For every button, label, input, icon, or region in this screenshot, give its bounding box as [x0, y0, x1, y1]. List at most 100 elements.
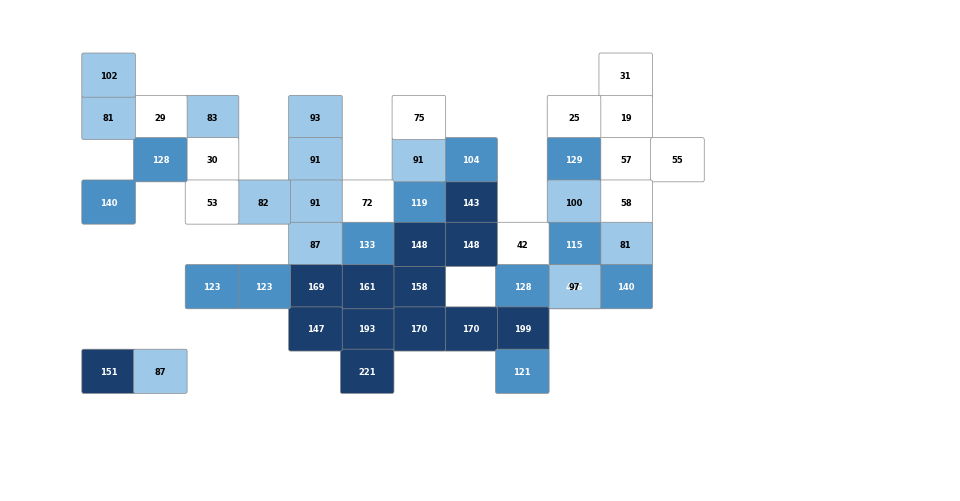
Text: 133: 133: [358, 240, 376, 249]
FancyBboxPatch shape: [185, 96, 239, 140]
Text: 104: 104: [462, 156, 479, 165]
FancyBboxPatch shape: [185, 180, 239, 224]
Text: 169: 169: [306, 283, 324, 292]
Text: 83: 83: [206, 114, 218, 123]
FancyBboxPatch shape: [599, 96, 653, 140]
FancyBboxPatch shape: [547, 180, 601, 224]
Text: 148: 148: [462, 240, 479, 249]
Text: 91: 91: [413, 156, 424, 165]
FancyBboxPatch shape: [133, 350, 187, 394]
Text: 91: 91: [310, 198, 322, 207]
Text: 75: 75: [413, 114, 424, 123]
Text: 72: 72: [361, 198, 373, 207]
FancyBboxPatch shape: [392, 265, 445, 309]
FancyBboxPatch shape: [82, 54, 135, 98]
FancyBboxPatch shape: [289, 96, 343, 140]
FancyBboxPatch shape: [547, 138, 601, 182]
FancyBboxPatch shape: [341, 307, 394, 351]
Text: 128: 128: [514, 283, 531, 292]
FancyBboxPatch shape: [495, 307, 549, 351]
Text: 97: 97: [568, 283, 580, 292]
FancyBboxPatch shape: [289, 265, 343, 309]
FancyBboxPatch shape: [341, 350, 394, 394]
FancyBboxPatch shape: [289, 180, 343, 224]
FancyBboxPatch shape: [547, 96, 601, 140]
FancyBboxPatch shape: [444, 138, 497, 182]
Text: 140: 140: [617, 283, 635, 292]
FancyBboxPatch shape: [133, 96, 187, 140]
Text: 123: 123: [255, 283, 273, 292]
Text: 221: 221: [358, 367, 376, 376]
FancyBboxPatch shape: [341, 223, 394, 267]
FancyBboxPatch shape: [133, 138, 187, 182]
Text: 123: 123: [204, 283, 221, 292]
Text: 151: 151: [100, 367, 117, 376]
Text: 19: 19: [620, 114, 632, 123]
Text: 91: 91: [310, 156, 322, 165]
Text: 81: 81: [103, 114, 114, 123]
Text: 416: 416: [565, 283, 583, 292]
FancyBboxPatch shape: [185, 265, 239, 309]
Text: 193: 193: [358, 325, 376, 334]
FancyBboxPatch shape: [599, 54, 653, 98]
Text: 129: 129: [565, 156, 583, 165]
FancyBboxPatch shape: [599, 265, 653, 309]
FancyBboxPatch shape: [651, 138, 705, 182]
Text: 128: 128: [152, 156, 169, 165]
FancyBboxPatch shape: [495, 223, 549, 267]
Text: 158: 158: [410, 283, 427, 292]
FancyBboxPatch shape: [392, 307, 445, 351]
Text: 119: 119: [410, 198, 427, 207]
FancyBboxPatch shape: [444, 307, 497, 351]
FancyBboxPatch shape: [82, 350, 135, 394]
FancyBboxPatch shape: [237, 180, 291, 224]
FancyBboxPatch shape: [599, 138, 653, 182]
Text: 170: 170: [462, 325, 479, 334]
FancyBboxPatch shape: [547, 265, 601, 309]
Text: 29: 29: [155, 114, 166, 123]
FancyBboxPatch shape: [237, 265, 291, 309]
FancyBboxPatch shape: [599, 223, 653, 267]
Text: 82: 82: [258, 198, 270, 207]
FancyBboxPatch shape: [392, 96, 445, 140]
Text: 140: 140: [100, 198, 117, 207]
Text: 55: 55: [672, 156, 684, 165]
FancyBboxPatch shape: [599, 180, 653, 224]
Text: 58: 58: [620, 198, 632, 207]
FancyBboxPatch shape: [392, 223, 445, 267]
FancyBboxPatch shape: [547, 265, 601, 309]
Text: 115: 115: [565, 240, 583, 249]
Text: 25: 25: [568, 114, 580, 123]
FancyBboxPatch shape: [341, 265, 394, 309]
FancyBboxPatch shape: [547, 223, 601, 267]
Text: 161: 161: [358, 283, 376, 292]
FancyBboxPatch shape: [392, 180, 445, 224]
FancyBboxPatch shape: [289, 307, 343, 351]
Text: 121: 121: [514, 367, 531, 376]
Text: 57: 57: [620, 156, 632, 165]
FancyBboxPatch shape: [82, 96, 135, 140]
FancyBboxPatch shape: [444, 223, 497, 267]
Text: 93: 93: [310, 114, 322, 123]
Text: 53: 53: [206, 198, 218, 207]
Text: 100: 100: [565, 198, 583, 207]
FancyBboxPatch shape: [444, 180, 497, 224]
FancyBboxPatch shape: [185, 138, 239, 182]
Text: 148: 148: [410, 240, 427, 249]
FancyBboxPatch shape: [82, 180, 135, 224]
Text: 102: 102: [100, 72, 117, 81]
Text: 170: 170: [410, 325, 427, 334]
Text: 42: 42: [516, 240, 528, 249]
Text: 81: 81: [620, 240, 632, 249]
Text: 30: 30: [206, 156, 218, 165]
FancyBboxPatch shape: [392, 138, 445, 182]
Text: 31: 31: [620, 72, 632, 81]
FancyBboxPatch shape: [495, 265, 549, 309]
Text: 143: 143: [462, 198, 479, 207]
Text: 87: 87: [310, 240, 322, 249]
Text: 147: 147: [306, 325, 324, 334]
FancyBboxPatch shape: [289, 138, 343, 182]
FancyBboxPatch shape: [495, 350, 549, 394]
Text: 199: 199: [514, 325, 531, 334]
Text: 87: 87: [155, 367, 166, 376]
